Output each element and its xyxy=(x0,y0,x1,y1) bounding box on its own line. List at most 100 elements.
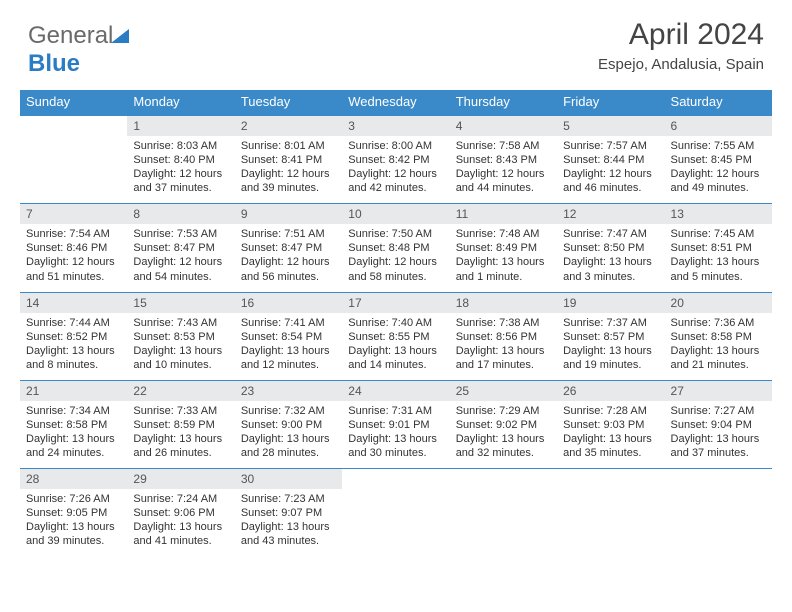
location-subtitle: Espejo, Andalusia, Spain xyxy=(598,56,764,73)
day-detail-line: Sunset: 8:57 PM xyxy=(563,330,658,344)
day-detail-line: Daylight: 13 hours xyxy=(456,432,551,446)
day-number: 2 xyxy=(235,115,342,136)
day-detail-line: Sunrise: 7:37 AM xyxy=(563,316,658,330)
day-number: 20 xyxy=(665,292,772,313)
day-detail-line: Sunset: 8:49 PM xyxy=(456,241,551,255)
calendar-day-cell: 17Sunrise: 7:40 AMSunset: 8:55 PMDayligh… xyxy=(342,292,449,380)
day-details: Sunrise: 7:34 AMSunset: 8:58 PMDaylight:… xyxy=(20,401,127,468)
day-detail-line: Daylight: 13 hours xyxy=(133,344,228,358)
day-details: Sunrise: 7:38 AMSunset: 8:56 PMDaylight:… xyxy=(450,313,557,380)
calendar-day-cell: 29Sunrise: 7:24 AMSunset: 9:06 PMDayligh… xyxy=(127,468,234,556)
day-detail-line: Sunrise: 7:31 AM xyxy=(348,404,443,418)
day-details: Sunrise: 7:31 AMSunset: 9:01 PMDaylight:… xyxy=(342,401,449,468)
calendar-week-row: 21Sunrise: 7:34 AMSunset: 8:58 PMDayligh… xyxy=(20,380,772,468)
day-detail-line: Sunrise: 7:51 AM xyxy=(241,227,336,241)
day-detail-line: Sunset: 9:07 PM xyxy=(241,506,336,520)
day-details: Sunrise: 7:44 AMSunset: 8:52 PMDaylight:… xyxy=(20,313,127,380)
day-detail-line: and 43 minutes. xyxy=(241,534,336,548)
day-number: 10 xyxy=(342,203,449,224)
day-detail-line: Daylight: 12 hours xyxy=(133,167,228,181)
day-detail-line: Daylight: 13 hours xyxy=(671,344,766,358)
day-detail-line: Daylight: 13 hours xyxy=(241,520,336,534)
calendar-day-cell: 22Sunrise: 7:33 AMSunset: 8:59 PMDayligh… xyxy=(127,380,234,468)
month-year-title: April 2024 xyxy=(598,18,764,52)
day-detail-line: Daylight: 13 hours xyxy=(26,520,121,534)
day-detail-line: Sunrise: 7:28 AM xyxy=(563,404,658,418)
day-number: 12 xyxy=(557,203,664,224)
day-details: Sunrise: 7:26 AMSunset: 9:05 PMDaylight:… xyxy=(20,489,127,556)
day-detail-line: Sunset: 8:58 PM xyxy=(671,330,766,344)
day-detail-line: and 10 minutes. xyxy=(133,358,228,372)
calendar-day-cell: 8Sunrise: 7:53 AMSunset: 8:47 PMDaylight… xyxy=(127,203,234,291)
day-number: 29 xyxy=(127,468,234,489)
calendar-day-cell: 24Sunrise: 7:31 AMSunset: 9:01 PMDayligh… xyxy=(342,380,449,468)
day-number: 25 xyxy=(450,380,557,401)
day-number: 21 xyxy=(20,380,127,401)
calendar-day-cell: 21Sunrise: 7:34 AMSunset: 8:58 PMDayligh… xyxy=(20,380,127,468)
day-detail-line: Sunrise: 7:34 AM xyxy=(26,404,121,418)
day-detail-line: Sunset: 8:53 PM xyxy=(133,330,228,344)
calendar-week-row: 1Sunrise: 8:03 AMSunset: 8:40 PMDaylight… xyxy=(20,114,772,203)
day-detail-line: and 39 minutes. xyxy=(241,181,336,195)
day-detail-line: Daylight: 13 hours xyxy=(133,432,228,446)
day-detail-line: Sunrise: 7:24 AM xyxy=(133,492,228,506)
day-detail-line: Sunrise: 7:53 AM xyxy=(133,227,228,241)
calendar-table: SundayMondayTuesdayWednesdayThursdayFrid… xyxy=(20,90,772,557)
day-detail-line: and 30 minutes. xyxy=(348,446,443,460)
day-number: 3 xyxy=(342,115,449,136)
day-number: 22 xyxy=(127,380,234,401)
day-detail-line: Sunrise: 7:50 AM xyxy=(348,227,443,241)
day-number: 23 xyxy=(235,380,342,401)
day-detail-line: Sunset: 8:46 PM xyxy=(26,241,121,255)
day-detail-line: Sunrise: 7:38 AM xyxy=(456,316,551,330)
day-number: 18 xyxy=(450,292,557,313)
calendar-day-cell xyxy=(665,468,772,556)
day-detail-line: Daylight: 13 hours xyxy=(26,432,121,446)
calendar-week-row: 14Sunrise: 7:44 AMSunset: 8:52 PMDayligh… xyxy=(20,292,772,380)
day-detail-line: and 35 minutes. xyxy=(563,446,658,460)
day-detail-line: and 58 minutes. xyxy=(348,270,443,284)
day-detail-line: and 12 minutes. xyxy=(241,358,336,372)
calendar-day-cell: 12Sunrise: 7:47 AMSunset: 8:50 PMDayligh… xyxy=(557,203,664,291)
day-detail-line: Sunrise: 7:23 AM xyxy=(241,492,336,506)
day-detail-line: and 32 minutes. xyxy=(456,446,551,460)
day-detail-line: Daylight: 13 hours xyxy=(133,520,228,534)
day-number: 30 xyxy=(235,468,342,489)
day-detail-line: Sunrise: 7:57 AM xyxy=(563,139,658,153)
day-detail-line: Sunrise: 7:33 AM xyxy=(133,404,228,418)
day-detail-line: Daylight: 13 hours xyxy=(671,432,766,446)
calendar-day-cell: 6Sunrise: 7:55 AMSunset: 8:45 PMDaylight… xyxy=(665,114,772,203)
calendar-day-cell: 30 Sunrise: 7:23 AMSunset: 9:07 PMDayligh… xyxy=(235,468,342,556)
day-number: 28 xyxy=(20,468,127,489)
day-details: Sunrise: 8:01 AMSunset: 8:41 PMDaylight:… xyxy=(235,136,342,203)
day-detail-line: Sunset: 9:03 PM xyxy=(563,418,658,432)
day-detail-line: Sunset: 8:56 PM xyxy=(456,330,551,344)
calendar-day-cell: 3Sunrise: 8:00 AMSunset: 8:42 PMDaylight… xyxy=(342,114,449,203)
weekday-header: Thursday xyxy=(450,90,557,114)
calendar-day-cell: 5Sunrise: 7:57 AMSunset: 8:44 PMDaylight… xyxy=(557,114,664,203)
day-number: 19 xyxy=(557,292,664,313)
day-details: Sunrise: 7:33 AMSunset: 8:59 PMDaylight:… xyxy=(127,401,234,468)
day-details: Sunrise: 7:53 AMSunset: 8:47 PMDaylight:… xyxy=(127,224,234,291)
calendar-day-cell: 26Sunrise: 7:28 AMSunset: 9:03 PMDayligh… xyxy=(557,380,664,468)
calendar-day-cell: 1Sunrise: 8:03 AMSunset: 8:40 PMDaylight… xyxy=(127,114,234,203)
weekday-header: Saturday xyxy=(665,90,772,114)
day-detail-line: Sunset: 8:43 PM xyxy=(456,153,551,167)
day-number: 8 xyxy=(127,203,234,224)
day-details: Sunrise: 7:41 AMSunset: 8:54 PMDaylight:… xyxy=(235,313,342,380)
day-number: 15 xyxy=(127,292,234,313)
day-detail-line: and 26 minutes. xyxy=(133,446,228,460)
brand-part1: General xyxy=(28,22,113,49)
day-detail-line: Daylight: 12 hours xyxy=(563,167,658,181)
brand-part2: Blue xyxy=(28,50,80,77)
day-detail-line: and 41 minutes. xyxy=(133,534,228,548)
day-detail-line: Sunrise: 7:26 AM xyxy=(26,492,121,506)
day-detail-line: Daylight: 13 hours xyxy=(456,344,551,358)
day-detail-line: Sunrise: 7:54 AM xyxy=(26,227,121,241)
day-detail-line: and 3 minutes. xyxy=(563,270,658,284)
calendar-day-cell xyxy=(342,468,449,556)
day-details: Sunrise: 7:29 AMSunset: 9:02 PMDaylight:… xyxy=(450,401,557,468)
day-detail-line: and 21 minutes. xyxy=(671,358,766,372)
day-detail-line: Sunset: 8:54 PM xyxy=(241,330,336,344)
day-detail-line: and 54 minutes. xyxy=(133,270,228,284)
